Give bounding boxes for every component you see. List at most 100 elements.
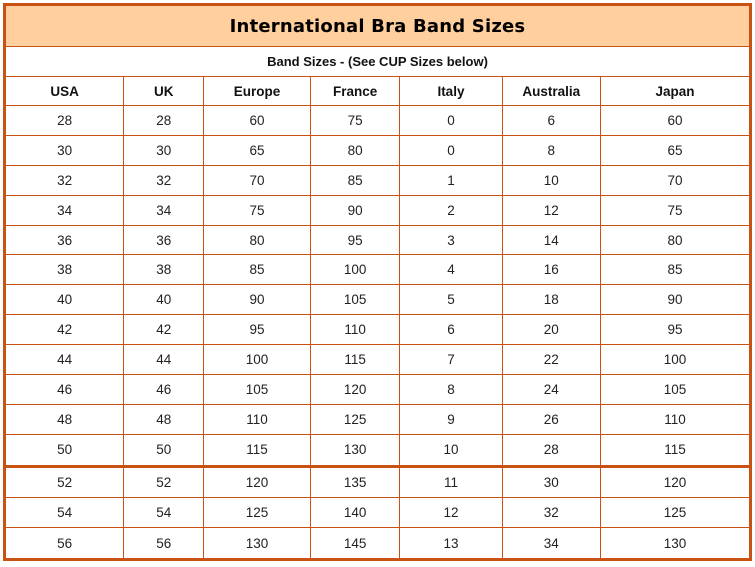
table-cell: 48 [3,403,125,435]
table-cell: 100 [203,344,311,376]
table-cell: 125 [600,497,751,529]
table-cell: 32 [3,164,125,196]
table-cell: 130 [309,433,401,468]
table-row: 52 52 120 135 11 30 120 [3,465,751,499]
table-cell: 50 [123,433,205,468]
table-cell: 46 [123,374,205,405]
table-cell: 0 [399,134,503,166]
table-body: 28 28 60 75 0 6 60 30 30 65 80 0 8 65 32 32 70 85 1 10 70 34 3… [3,105,751,560]
table-cell: 16 [501,254,602,286]
table-cell: 85 [203,254,311,286]
table-cell: 56 [3,527,125,560]
column-header-europe: Europe [203,76,311,106]
table-cell: 75 [203,194,311,226]
table-cell: 8 [501,134,602,166]
table-cell: 100 [309,254,401,286]
column-header-uk: UK [123,76,205,106]
table-cell: 14 [501,224,602,256]
table-cell: 80 [600,224,751,256]
table-cell: 85 [309,164,401,196]
table-cell: 48 [123,403,205,435]
table-cell: 8 [399,374,503,405]
table-row: 28 28 60 75 0 6 60 [3,105,751,136]
table-cell: 3 [399,224,503,256]
table-cell: 70 [203,164,311,196]
table-row: 48 48 110 125 9 26 110 [3,403,751,435]
page-title: International Bra Band Sizes [4,4,751,47]
table-row: 30 30 65 80 0 8 65 [3,134,751,166]
column-header-australia: Australia [501,76,602,106]
table-row: 40 40 90 105 5 18 90 [3,284,751,316]
table-cell: 13 [399,527,503,560]
table-row: 54 54 125 140 12 32 125 [3,497,751,529]
table-cell: 140 [309,497,401,529]
title-row: International Bra Band Sizes [4,4,751,47]
table-cell: 120 [309,374,401,405]
table-cell: 115 [203,433,311,468]
table-subtitle: Band Sizes - (See CUP Sizes below) [4,46,751,77]
table-cell: 44 [3,344,125,376]
table-cell: 42 [3,314,125,346]
subtitle-row: Band Sizes - (See CUP Sizes below) [4,46,751,77]
table-row: 34 34 75 90 2 12 75 [3,194,751,226]
table-cell: 105 [203,374,311,405]
table-row: 42 42 95 110 6 20 95 [3,314,751,346]
table-cell: 110 [309,314,401,346]
table-cell: 4 [399,254,503,286]
column-header-italy: Italy [399,76,503,106]
table-cell: 40 [3,284,125,316]
table-cell: 20 [501,314,602,346]
table-cell: 54 [3,497,125,529]
table-cell: 100 [600,344,751,376]
table-cell: 12 [399,497,503,529]
table-cell: 50 [3,433,125,468]
table-cell: 95 [600,314,751,346]
table-cell: 115 [309,344,401,376]
table-cell: 10 [399,433,503,468]
table-cell: 145 [309,527,401,560]
table-cell: 28 [501,433,602,468]
table-cell: 115 [600,433,751,468]
table-cell: 105 [309,284,401,316]
table-cell: 130 [600,527,751,560]
table-row: 56 56 130 145 13 34 130 [3,527,751,560]
table-cell: 52 [3,465,125,499]
table-cell: 34 [3,194,125,226]
column-header-row: USA UK Europe France Italy Australia Jap… [3,76,751,106]
column-header-usa: USA [3,76,125,106]
table-cell: 110 [600,403,751,435]
table-cell: 90 [203,284,311,316]
table-cell: 38 [3,254,125,286]
table-cell: 65 [203,134,311,166]
table-cell: 38 [123,254,205,286]
table-cell: 80 [309,134,401,166]
table-cell: 125 [203,497,311,529]
table-cell: 26 [501,403,602,435]
table-cell: 60 [600,105,751,136]
column-header-france: France [309,76,401,106]
table-cell: 6 [501,105,602,136]
table-cell: 56 [123,527,205,560]
table-cell: 7 [399,344,503,376]
table-cell: 36 [3,224,125,256]
table-cell: 10 [501,164,602,196]
table-cell: 80 [203,224,311,256]
table-cell: 95 [203,314,311,346]
table-row: 38 38 85 100 4 16 85 [3,254,751,286]
table-row: 50 50 115 130 10 28 115 [3,433,751,468]
table-cell: 54 [123,497,205,529]
table-cell: 30 [123,134,205,166]
table-cell: 32 [123,164,205,196]
column-header-japan: Japan [600,76,751,106]
table-cell: 44 [123,344,205,376]
table-cell: 22 [501,344,602,376]
table-cell: 85 [600,254,751,286]
table-cell: 30 [3,134,125,166]
table-cell: 130 [203,527,311,560]
table-cell: 135 [309,465,401,499]
table-cell: 18 [501,284,602,316]
table-cell: 46 [3,374,125,405]
table-cell: 75 [309,105,401,136]
table-cell: 95 [309,224,401,256]
